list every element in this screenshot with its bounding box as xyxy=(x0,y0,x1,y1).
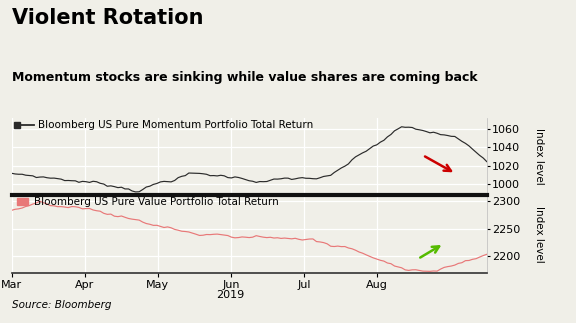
Y-axis label: Index level: Index level xyxy=(535,128,544,185)
Text: Bloomberg US Pure Value Portfolio Total Return: Bloomberg US Pure Value Portfolio Total … xyxy=(34,197,279,207)
Text: Violent Rotation: Violent Rotation xyxy=(12,8,203,28)
Text: Momentum stocks are sinking while value shares are coming back: Momentum stocks are sinking while value … xyxy=(12,71,477,84)
Bar xyxy=(17,198,28,205)
Text: 2019: 2019 xyxy=(216,290,244,300)
Text: Bloomberg US Pure Momentum Portfolio Total Return: Bloomberg US Pure Momentum Portfolio Tot… xyxy=(37,120,313,130)
Text: Source: Bloomberg: Source: Bloomberg xyxy=(12,300,111,310)
Y-axis label: Index level: Index level xyxy=(535,206,544,263)
